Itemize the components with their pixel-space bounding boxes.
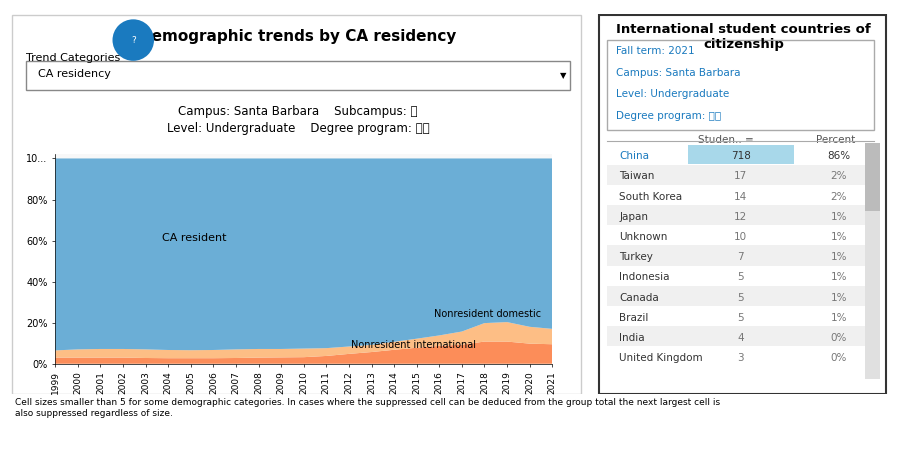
Text: 10: 10: [734, 232, 748, 242]
Text: 0%: 0%: [831, 333, 847, 343]
FancyBboxPatch shape: [607, 306, 874, 326]
Text: Fall term: 2021: Fall term: 2021: [616, 46, 695, 56]
FancyBboxPatch shape: [607, 346, 874, 366]
Text: 5: 5: [738, 313, 744, 323]
Text: 0%: 0%: [831, 353, 847, 363]
FancyBboxPatch shape: [607, 266, 874, 286]
Text: Brazil: Brazil: [619, 313, 649, 323]
FancyBboxPatch shape: [607, 144, 874, 165]
Text: Degree program: 全部: Degree program: 全部: [616, 111, 722, 121]
Text: ?: ?: [131, 36, 136, 45]
Text: 1%: 1%: [831, 252, 847, 262]
Text: 17: 17: [734, 171, 748, 181]
FancyBboxPatch shape: [607, 225, 874, 245]
FancyBboxPatch shape: [26, 61, 569, 90]
Text: Cell sizes smaller than 5 for some demographic categories. In cases where the su: Cell sizes smaller than 5 for some demog…: [14, 398, 720, 418]
Text: Taiwan: Taiwan: [619, 171, 655, 181]
Text: Studen.. ≡: Studen.. ≡: [698, 135, 754, 145]
Text: 1%: 1%: [831, 292, 847, 302]
Text: India: India: [619, 333, 645, 343]
Text: 5: 5: [738, 272, 744, 283]
Text: ▼: ▼: [560, 71, 567, 80]
Text: 2%: 2%: [831, 171, 847, 181]
Text: Unknown: Unknown: [619, 232, 668, 242]
FancyBboxPatch shape: [607, 326, 874, 346]
Text: Indonesia: Indonesia: [619, 272, 669, 283]
FancyBboxPatch shape: [607, 185, 874, 205]
Text: 2%: 2%: [831, 192, 847, 202]
Text: Level: Undergraduate: Level: Undergraduate: [616, 89, 730, 99]
Text: 14: 14: [734, 192, 748, 202]
Text: 718: 718: [731, 151, 751, 161]
Text: Level: Undergraduate    Degree program: 全部: Level: Undergraduate Degree program: 全部: [167, 122, 429, 135]
Text: 86%: 86%: [827, 151, 851, 161]
FancyBboxPatch shape: [598, 15, 886, 394]
Text: United Kingdom: United Kingdom: [619, 353, 703, 363]
FancyBboxPatch shape: [687, 145, 794, 164]
FancyBboxPatch shape: [12, 15, 581, 394]
Text: 1%: 1%: [831, 272, 847, 283]
Text: 4: 4: [738, 333, 744, 343]
FancyBboxPatch shape: [865, 143, 880, 379]
FancyBboxPatch shape: [607, 165, 874, 185]
FancyBboxPatch shape: [607, 40, 874, 130]
FancyBboxPatch shape: [607, 286, 874, 306]
FancyBboxPatch shape: [607, 205, 874, 225]
Text: Turkey: Turkey: [619, 252, 653, 262]
Text: Campus: Santa Barbara: Campus: Santa Barbara: [616, 68, 741, 77]
Text: International student countries of
citizenship: International student countries of citiz…: [616, 23, 871, 51]
Text: Demographic trends by CA residency: Demographic trends by CA residency: [140, 29, 457, 44]
Text: Canada: Canada: [619, 292, 660, 302]
Text: Japan: Japan: [619, 212, 649, 222]
Text: 1%: 1%: [831, 313, 847, 323]
Text: 1%: 1%: [831, 232, 847, 242]
FancyBboxPatch shape: [607, 245, 874, 266]
Text: Trend Categories: Trend Categories: [26, 54, 121, 63]
Text: Percent: Percent: [816, 135, 855, 145]
Text: China: China: [619, 151, 650, 161]
Text: 7: 7: [738, 252, 744, 262]
Text: 1%: 1%: [831, 212, 847, 222]
Text: 3: 3: [738, 353, 744, 363]
Text: South Korea: South Korea: [619, 192, 682, 202]
Text: 5: 5: [738, 292, 744, 302]
Text: 12: 12: [734, 212, 748, 222]
Text: CA residency: CA residency: [38, 69, 111, 79]
FancyBboxPatch shape: [865, 143, 880, 212]
Text: Campus: Santa Barbara    Subcampus: 无: Campus: Santa Barbara Subcampus: 无: [178, 105, 418, 118]
